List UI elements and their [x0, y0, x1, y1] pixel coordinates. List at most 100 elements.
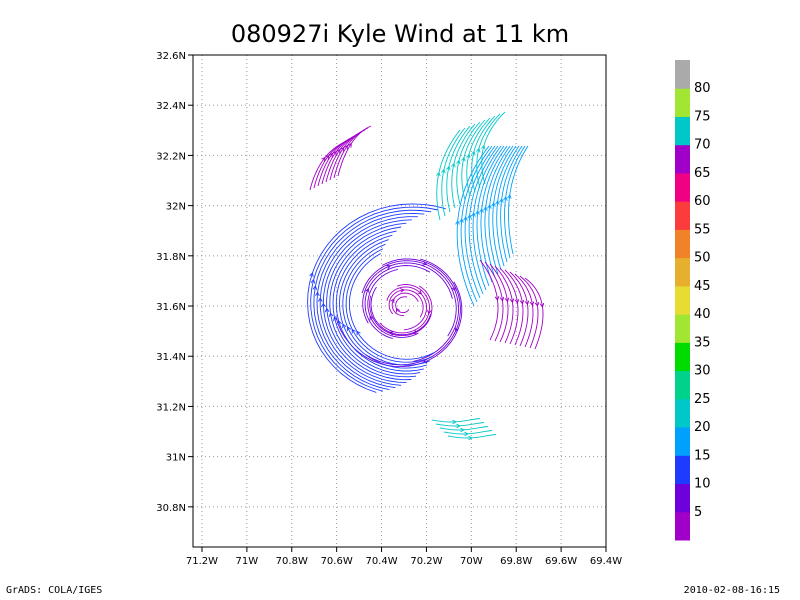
colorbar-label: 25	[694, 392, 711, 407]
streamline-arrow	[315, 291, 320, 297]
streamline-arrow	[461, 156, 466, 162]
x-tick-label: 70.8W	[276, 556, 308, 567]
streamline	[342, 243, 430, 366]
streamline-arrow	[524, 300, 530, 306]
colorbar-segment	[675, 60, 690, 89]
colorbar-label: 5	[694, 505, 702, 520]
y-tick-label: 31.4N	[156, 352, 186, 363]
x-tick-label: 69.4W	[590, 556, 622, 567]
streamline	[379, 284, 430, 334]
y-tick-label: 31.6N	[156, 302, 186, 313]
chart-title: 080927i Kyle Wind at 11 km	[231, 20, 569, 48]
streamline	[508, 145, 529, 255]
streamline-arrow	[519, 299, 525, 305]
streamline-arrow	[417, 290, 423, 295]
streamline	[395, 296, 410, 314]
streamline-arrow	[479, 208, 484, 213]
colorbar-segment	[675, 201, 690, 230]
colorbar-segment	[675, 342, 690, 372]
streamline-arrow	[529, 301, 535, 307]
x-axis-ticks: 71.2W 71W 70.8W 70.6W 70.4W 70.2W 70W 69.8W 69.6…	[186, 547, 622, 567]
streamline-arrow	[369, 315, 374, 321]
streamline-arrow	[507, 194, 512, 199]
streamline-arrow	[310, 278, 316, 284]
colorbar-label: 30	[694, 364, 711, 379]
colorbar-segment	[675, 370, 690, 400]
x-tick-label: 71W	[236, 556, 259, 567]
streamline-arrow	[336, 148, 341, 154]
streamline-arrow	[456, 159, 461, 165]
colorbar-segment	[675, 427, 690, 456]
streamline-arrow	[333, 316, 338, 322]
colorbar-label: 55	[694, 222, 711, 237]
streamline	[307, 203, 446, 393]
y-tick-label: 31N	[166, 453, 186, 464]
streamline-arrow	[509, 298, 515, 304]
streamline-arrow	[321, 156, 326, 162]
streamline-arrow	[452, 419, 457, 425]
footer-right-text: 2010-02-08-16:15	[683, 585, 780, 596]
streamline	[367, 268, 419, 338]
streamline-arrow	[328, 312, 334, 318]
streamline	[388, 289, 424, 318]
streamline-arrow	[356, 330, 361, 336]
colorbar-segment	[675, 455, 690, 485]
streamline-arrow	[318, 297, 323, 302]
streamline-arrow	[483, 206, 488, 211]
streamline-arrow	[470, 150, 476, 156]
streamline-arrow	[503, 196, 508, 201]
streamline-arrow	[514, 299, 520, 304]
colorbar: 5 10 15 20 25 30 35 40 45 50 55 60 65 70 75 80	[675, 60, 711, 541]
colorbar-segment	[675, 511, 690, 541]
x-tick-label: 70.2W	[410, 556, 442, 567]
streamlines	[307, 111, 545, 441]
colorbar-segment	[675, 116, 690, 146]
y-tick-label: 31.8N	[156, 252, 186, 263]
streamline-arrow	[339, 146, 345, 152]
colorbar-label: 20	[694, 420, 711, 435]
colorbar-label: 15	[694, 448, 711, 463]
streamline-arrow	[441, 168, 446, 174]
streamline-arrow	[459, 218, 464, 223]
streamline-arrow	[422, 359, 428, 364]
y-tick-label: 32.6N	[156, 51, 186, 62]
streamline-arrow	[337, 320, 342, 325]
streamline-arrow	[324, 154, 330, 160]
streamline-arrow	[328, 152, 334, 158]
streamline-arrow	[471, 212, 476, 217]
colorbar-segment	[675, 257, 690, 287]
streamline-arrow	[475, 147, 481, 153]
colorbar-segment	[675, 229, 690, 259]
x-tick-label: 69.8W	[500, 556, 532, 567]
colorbar-label: 60	[694, 194, 711, 209]
grid-lines	[193, 54, 607, 547]
streamline-arrow	[499, 198, 504, 203]
streamline-arrow	[342, 323, 347, 329]
colorbar-segment	[675, 285, 690, 315]
streamline-arrow	[422, 261, 428, 266]
streamline-arrow	[312, 285, 318, 291]
streamline-arrow	[400, 288, 405, 293]
colorbar-label: 10	[694, 477, 711, 492]
streamline-arrow	[495, 200, 500, 205]
streamline	[337, 125, 372, 177]
streamline-arrow	[491, 202, 496, 207]
x-tick-label: 71.2W	[186, 556, 218, 567]
streamline-arrow	[386, 265, 392, 270]
colorbar-label: 35	[694, 335, 711, 350]
streamline-arrow	[467, 214, 472, 219]
streamline-arrow	[365, 287, 370, 293]
colorbar-segment	[675, 314, 690, 343]
streamline-arrow	[412, 330, 418, 335]
colorbar-label: 45	[694, 279, 711, 294]
y-tick-label: 30.8N	[156, 503, 186, 514]
y-tick-label: 32N	[166, 202, 186, 213]
streamline-arrow	[455, 220, 460, 225]
colorbar-segment	[675, 144, 690, 174]
streamline-arrow	[466, 153, 471, 159]
streamline-arrow	[346, 326, 352, 332]
x-tick-label: 70W	[460, 556, 483, 567]
x-tick-label: 70.4W	[365, 556, 397, 567]
streamline-arrow	[395, 307, 401, 313]
